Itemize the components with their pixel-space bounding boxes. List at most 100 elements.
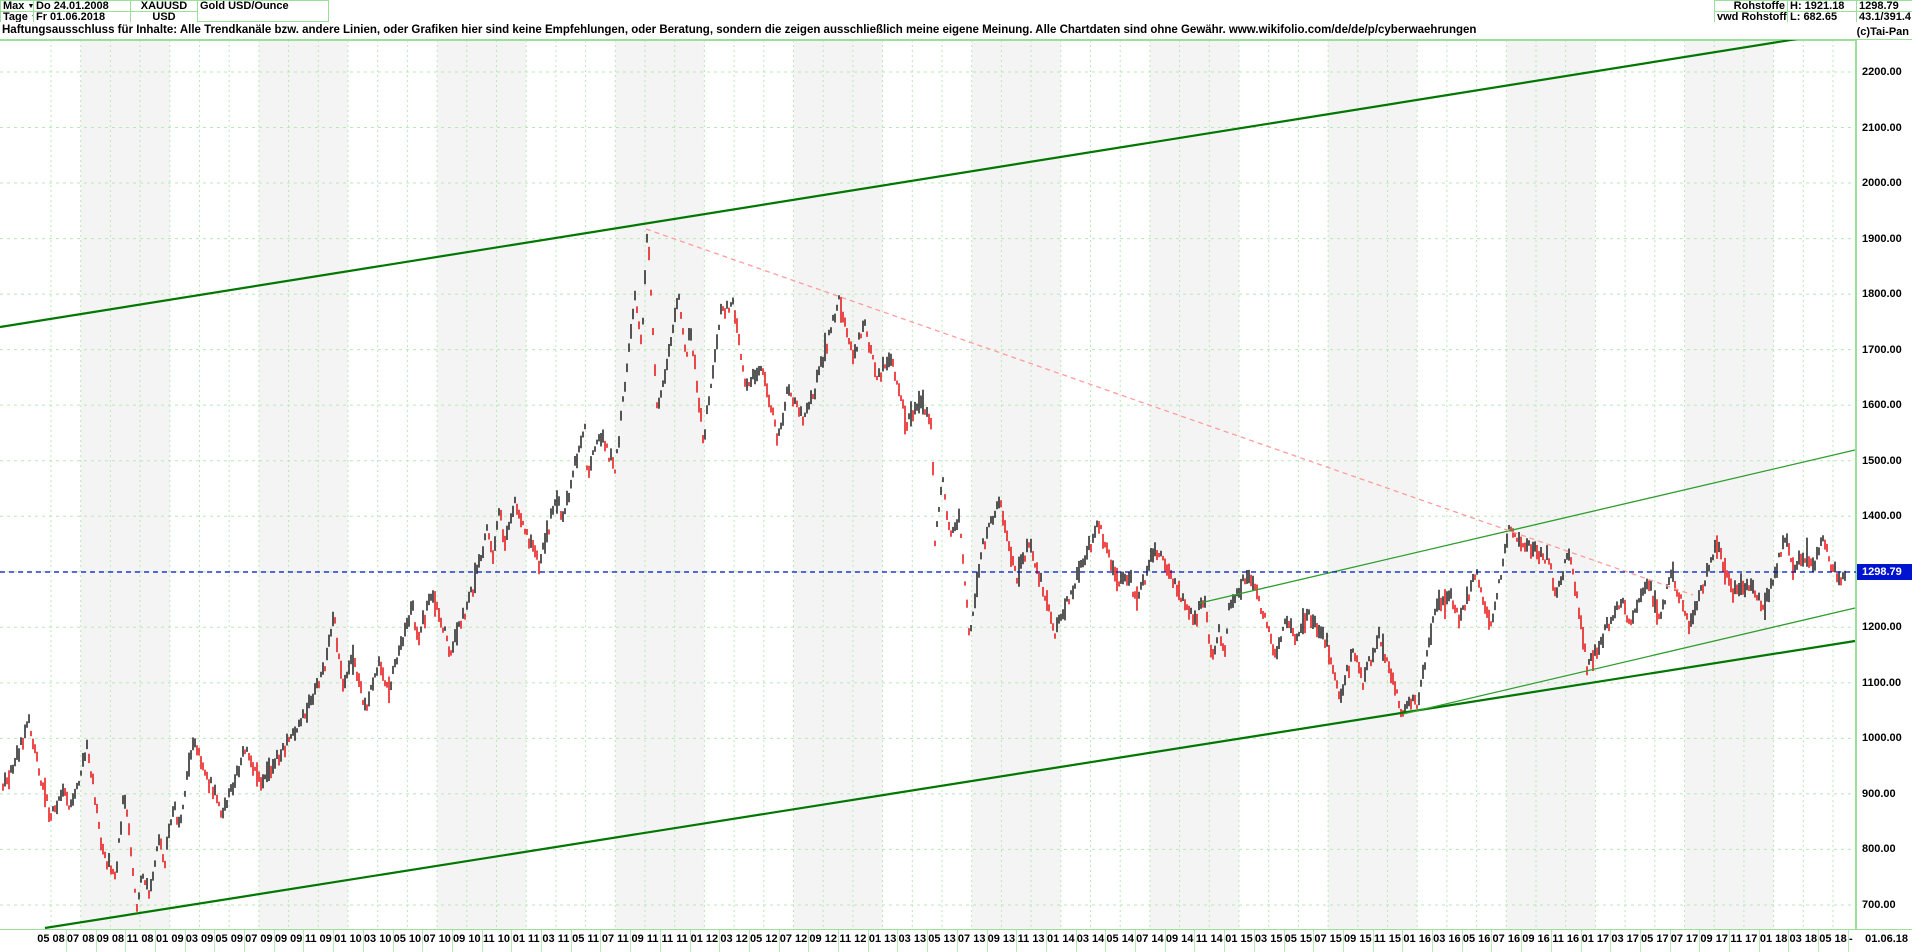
x-axis-label: 09 13 [987, 933, 1016, 945]
x-axis-tick [1847, 930, 1849, 952]
x-axis-tick [778, 930, 780, 952]
x-axis-label: 03 18 [1789, 933, 1818, 945]
x-axis-label: 07 12 [779, 933, 808, 945]
x-axis-label: 03 15 [1254, 933, 1283, 945]
y-axis-label: 1600.00 [1862, 399, 1902, 412]
last-price-marker: 1298.79 [1857, 564, 1912, 581]
y-axis-label: 2100.00 [1862, 121, 1902, 134]
x-axis-tick [1461, 930, 1463, 952]
price-chart[interactable] [0, 28, 1856, 930]
x-axis-tick [630, 930, 632, 952]
x-axis-tick [65, 930, 67, 952]
x-axis-tick [600, 930, 602, 952]
y-axis-label: 1900.00 [1862, 232, 1902, 245]
downtrend-line [645, 228, 1694, 596]
upper-channel-line [0, 29, 1848, 329]
x-axis-tick [1164, 930, 1166, 952]
x-axis-label: 09 15 [1344, 933, 1372, 945]
y-axis-label: 2000.00 [1862, 177, 1902, 190]
x-axis-tick [303, 930, 305, 952]
x-axis-label: 11 10 [483, 933, 510, 945]
x-axis-label: 01 11 [512, 933, 540, 945]
x-axis-label: 05 10 [393, 933, 422, 945]
x-axis-tick [1788, 930, 1790, 952]
x-axis-label: 05 11 [572, 933, 600, 945]
x-axis-tick [1669, 930, 1671, 952]
x-axis-label: 03 10 [363, 933, 392, 945]
x-axis-label: 07 17 [1670, 933, 1699, 945]
x-axis-label: 03 17 [1611, 933, 1639, 945]
x-axis-label: 09 10 [453, 933, 481, 945]
x-axis-label: 07 16 [1492, 933, 1521, 945]
x-axis-tick [1372, 930, 1374, 952]
x-axis-label: 09 08 [96, 933, 125, 945]
x-axis-label: 07 08 [66, 933, 95, 945]
x-axis-label: 07 14 [1136, 933, 1164, 945]
x-axis-tick [867, 930, 869, 952]
x-axis-label: 11 14 [1195, 933, 1223, 945]
x-axis-tick [1729, 930, 1731, 952]
x-axis-label: 11 12 [839, 933, 867, 945]
y-axis-label: 900.00 [1862, 787, 1896, 800]
x-axis-tick [808, 930, 810, 952]
x-axis-label: 03 09 [185, 933, 214, 945]
x-axis-label: 01 13 [868, 933, 897, 945]
y-axis: 1298.79 2200.00 2100.00 2000.00 1900.00 1800… [1856, 40, 1912, 929]
x-axis-tick [1491, 930, 1493, 952]
x-axis-tick [1016, 930, 1018, 952]
x-axis-label: 05 08 [37, 933, 65, 945]
x-axis-tick [1639, 930, 1641, 952]
background-stripe [258, 40, 348, 929]
fan-resistance-line [1199, 449, 1856, 604]
x-axis-label: 11 17 [1730, 933, 1758, 945]
y-axis-label: 1200.00 [1862, 621, 1902, 634]
range-label: Max [3, 0, 25, 12]
x-axis-label: 09 12 [809, 933, 837, 945]
x-axis-tick [1432, 930, 1434, 952]
x-axis-label: 09 17 [1700, 933, 1728, 945]
x-axis-tick [986, 930, 988, 952]
y-axis-label: 700.00 [1862, 898, 1896, 911]
x-axis-tick [897, 930, 899, 952]
x-axis-tick [273, 930, 275, 952]
x-axis-tick [838, 930, 840, 952]
chevron-down-icon: ▼ [31, 14, 33, 21]
x-axis-label: 01 12 [690, 933, 719, 945]
x-axis-end-date: 01.06.18 [1865, 933, 1908, 945]
x-axis-label: 09 16 [1522, 933, 1550, 945]
x-axis-tick [956, 930, 958, 952]
x-axis-tick [1105, 930, 1107, 952]
x-axis-tick [1075, 930, 1077, 952]
x-axis-tick [1610, 930, 1612, 952]
x-axis-label: 11 16 [1552, 933, 1580, 945]
y-axis-label: 1800.00 [1862, 288, 1902, 301]
chart-plot-area[interactable] [0, 28, 1856, 930]
x-axis-tick [333, 930, 335, 952]
y-axis-label: 1000.00 [1862, 732, 1902, 745]
x-axis-label: 03 11 [542, 933, 570, 945]
x-axis-label: 05 16 [1462, 933, 1491, 945]
x-axis-tick [1402, 930, 1404, 952]
background-stripe [437, 40, 527, 929]
x-axis-label: 07 11 [601, 933, 629, 945]
y-axis-label: 1100.00 [1862, 676, 1902, 689]
x-axis-tick [362, 930, 364, 952]
x-axis-label: 05 15 [1284, 933, 1313, 945]
x-axis-label: 01 09 [156, 933, 184, 945]
x-axis-label: 07 15 [1314, 933, 1342, 945]
x-axis-tick [95, 930, 97, 952]
x-axis-label: 05 12 [750, 933, 778, 945]
x-axis-label: 09 09 [274, 933, 303, 945]
background-stripe [1149, 40, 1239, 929]
fan-support-line [1402, 607, 1856, 715]
x-axis-tick [1758, 930, 1760, 952]
x-axis-label: 01 16 [1403, 933, 1431, 945]
x-axis-tick [244, 930, 246, 952]
x-axis-tick [184, 930, 186, 952]
x-axis-tick [1283, 930, 1285, 952]
lower-channel-line [44, 639, 1856, 930]
y-axis-label: 1500.00 [1862, 454, 1902, 467]
x-axis-tick [1045, 930, 1047, 952]
background-stripe [793, 40, 883, 929]
